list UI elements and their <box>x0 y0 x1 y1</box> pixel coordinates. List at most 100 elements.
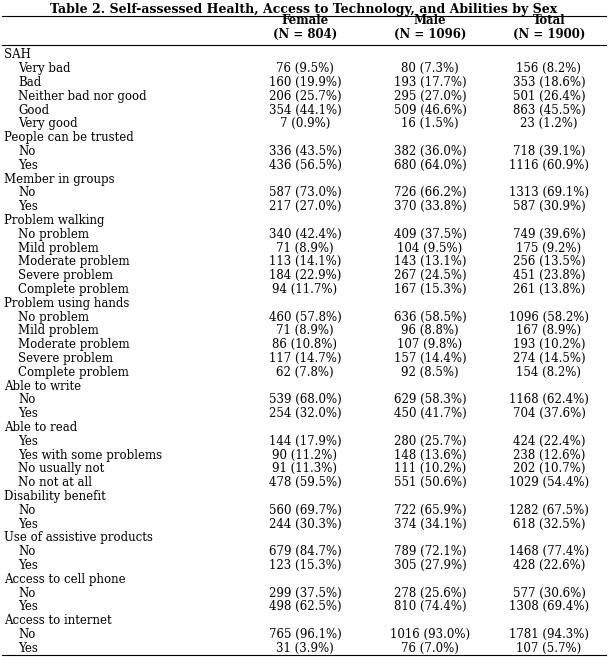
Text: 111 (10.2%): 111 (10.2%) <box>394 462 466 475</box>
Text: 1282 (67.5%): 1282 (67.5%) <box>509 504 589 517</box>
Text: 278 (25.6%): 278 (25.6%) <box>394 587 466 600</box>
Text: 382 (36.0%): 382 (36.0%) <box>394 145 466 158</box>
Text: 478 (59.5%): 478 (59.5%) <box>269 476 341 489</box>
Text: 636 (58.5%): 636 (58.5%) <box>393 311 466 324</box>
Text: Yes: Yes <box>18 200 38 213</box>
Text: Able to read: Able to read <box>4 421 77 434</box>
Text: 193 (10.2%): 193 (10.2%) <box>513 338 586 351</box>
Text: 206 (25.7%): 206 (25.7%) <box>269 90 341 103</box>
Text: 726 (66.2%): 726 (66.2%) <box>394 186 466 200</box>
Text: 295 (27.0%): 295 (27.0%) <box>394 90 466 103</box>
Text: 244 (30.3%): 244 (30.3%) <box>269 517 341 531</box>
Text: 863 (45.5%): 863 (45.5%) <box>513 104 586 116</box>
Text: Yes: Yes <box>18 517 38 531</box>
Text: Yes: Yes <box>18 159 38 172</box>
Text: SAH: SAH <box>4 49 31 61</box>
Text: 1016 (93.0%): 1016 (93.0%) <box>390 628 470 641</box>
Text: 86 (10.8%): 86 (10.8%) <box>272 338 337 351</box>
Text: 76 (7.0%): 76 (7.0%) <box>401 642 459 655</box>
Text: No usually not: No usually not <box>18 462 104 475</box>
Text: Complete problem: Complete problem <box>18 283 129 296</box>
Text: 167 (15.3%): 167 (15.3%) <box>394 283 466 296</box>
Text: 280 (25.7%): 280 (25.7%) <box>394 435 466 448</box>
Text: 305 (27.9%): 305 (27.9%) <box>393 559 466 572</box>
Text: Female: Female <box>282 15 329 27</box>
Text: 107 (9.8%): 107 (9.8%) <box>398 338 463 351</box>
Text: 94 (11.7%): 94 (11.7%) <box>272 283 337 296</box>
Text: 274 (14.5%): 274 (14.5%) <box>513 352 586 365</box>
Text: 629 (58.3%): 629 (58.3%) <box>394 394 466 406</box>
Text: 90 (11.2%): 90 (11.2%) <box>272 449 337 462</box>
Text: 354 (44.1%): 354 (44.1%) <box>269 104 341 116</box>
Text: 509 (46.6%): 509 (46.6%) <box>393 104 466 116</box>
Text: 238 (12.6%): 238 (12.6%) <box>513 449 585 462</box>
Text: Bad: Bad <box>18 76 41 89</box>
Text: Use of assistive products: Use of assistive products <box>4 531 153 545</box>
Text: 539 (68.0%): 539 (68.0%) <box>269 394 341 406</box>
Text: Able to write: Able to write <box>4 380 81 392</box>
Text: 144 (17.9%): 144 (17.9%) <box>269 435 341 448</box>
Text: Total: Total <box>533 15 565 27</box>
Text: 501 (26.4%): 501 (26.4%) <box>513 90 586 103</box>
Text: (N = 1900): (N = 1900) <box>513 27 585 41</box>
Text: 123 (15.3%): 123 (15.3%) <box>269 559 341 572</box>
Text: Neither bad nor good: Neither bad nor good <box>18 90 147 103</box>
Text: 96 (8.8%): 96 (8.8%) <box>401 325 459 337</box>
Text: No not at all: No not at all <box>18 476 92 489</box>
Text: 154 (8.2%): 154 (8.2%) <box>517 366 581 379</box>
Text: 498 (62.5%): 498 (62.5%) <box>269 600 341 613</box>
Text: Mild problem: Mild problem <box>18 241 98 255</box>
Text: 340 (42.4%): 340 (42.4%) <box>269 228 341 241</box>
Text: No: No <box>18 628 35 641</box>
Text: Yes: Yes <box>18 642 38 655</box>
Text: 1313 (69.1%): 1313 (69.1%) <box>509 186 589 200</box>
Text: 261 (13.8%): 261 (13.8%) <box>513 283 585 296</box>
Text: 560 (69.7%): 560 (69.7%) <box>269 504 342 517</box>
Text: 31 (3.9%): 31 (3.9%) <box>276 642 334 655</box>
Text: 370 (33.8%): 370 (33.8%) <box>393 200 466 213</box>
Text: 76 (9.5%): 76 (9.5%) <box>276 63 334 75</box>
Text: 143 (13.1%): 143 (13.1%) <box>394 255 466 269</box>
Text: 336 (43.5%): 336 (43.5%) <box>269 145 342 158</box>
Text: 1168 (62.4%): 1168 (62.4%) <box>509 394 589 406</box>
Text: 80 (7.3%): 80 (7.3%) <box>401 63 459 75</box>
Text: 428 (22.6%): 428 (22.6%) <box>513 559 585 572</box>
Text: 451 (23.8%): 451 (23.8%) <box>513 269 586 282</box>
Text: Severe problem: Severe problem <box>18 352 113 365</box>
Text: Yes: Yes <box>18 407 38 420</box>
Text: 113 (14.1%): 113 (14.1%) <box>269 255 341 269</box>
Text: 256 (13.5%): 256 (13.5%) <box>513 255 586 269</box>
Text: 254 (32.0%): 254 (32.0%) <box>269 407 341 420</box>
Text: 680 (64.0%): 680 (64.0%) <box>393 159 466 172</box>
Text: Disability benefit: Disability benefit <box>4 490 106 503</box>
Text: Very good: Very good <box>18 118 78 130</box>
Text: 722 (65.9%): 722 (65.9%) <box>394 504 466 517</box>
Text: 749 (39.6%): 749 (39.6%) <box>513 228 586 241</box>
Text: 62 (7.8%): 62 (7.8%) <box>276 366 334 379</box>
Text: 167 (8.9%): 167 (8.9%) <box>516 325 582 337</box>
Text: 299 (37.5%): 299 (37.5%) <box>269 587 341 600</box>
Text: 71 (8.9%): 71 (8.9%) <box>276 241 334 255</box>
Text: Severe problem: Severe problem <box>18 269 113 282</box>
Text: No: No <box>18 394 35 406</box>
Text: People can be trusted: People can be trusted <box>4 131 134 144</box>
Text: 107 (5.7%): 107 (5.7%) <box>516 642 582 655</box>
Text: 1096 (58.2%): 1096 (58.2%) <box>509 311 589 324</box>
Text: Good: Good <box>18 104 49 116</box>
Text: 1308 (69.4%): 1308 (69.4%) <box>509 600 589 613</box>
Text: 148 (13.6%): 148 (13.6%) <box>394 449 466 462</box>
Text: Mild problem: Mild problem <box>18 325 98 337</box>
Text: Very bad: Very bad <box>18 63 71 75</box>
Text: 175 (9.2%): 175 (9.2%) <box>516 241 582 255</box>
Text: 374 (34.1%): 374 (34.1%) <box>393 517 466 531</box>
Text: (N = 1096): (N = 1096) <box>394 27 466 41</box>
Text: Yes: Yes <box>18 600 38 613</box>
Text: Yes: Yes <box>18 435 38 448</box>
Text: No: No <box>18 186 35 200</box>
Text: No: No <box>18 587 35 600</box>
Text: 202 (10.7%): 202 (10.7%) <box>513 462 586 475</box>
Text: 1468 (77.4%): 1468 (77.4%) <box>509 545 589 558</box>
Text: Complete problem: Complete problem <box>18 366 129 379</box>
Text: 91 (11.3%): 91 (11.3%) <box>272 462 337 475</box>
Text: 193 (17.7%): 193 (17.7%) <box>394 76 466 89</box>
